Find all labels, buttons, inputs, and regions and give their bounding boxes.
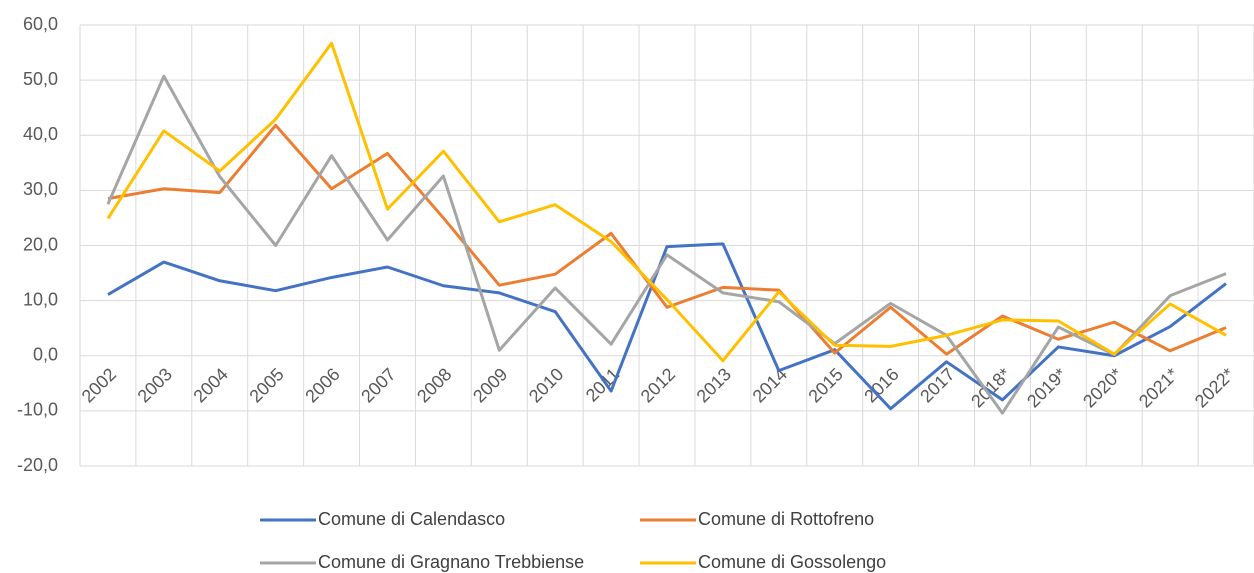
legend-label: Comune di Calendasco [318,509,505,529]
series-line [107,242,1227,411]
legend-label: Comune di Rottofreno [698,509,874,529]
x-tick-label: 2007 [357,364,399,406]
x-tick-label: 2008 [413,364,455,406]
y-tick-label: -10,0 [17,400,58,420]
y-tick-label: 0,0 [33,345,58,365]
x-tick-label: 2002 [78,364,120,406]
x-tick-label: 2009 [469,364,511,406]
series-line [106,74,1227,415]
y-tick-label: -20,0 [17,455,58,475]
x-tick-label: 2013 [693,364,735,406]
series-line [107,123,1227,356]
x-tick-label: 2014 [749,364,791,406]
x-tick-label: 2011 [582,364,624,406]
x-tick-label: 2005 [245,364,287,406]
series-line [106,41,1227,363]
x-tick-label: 2015 [804,364,846,406]
x-tick-label: 2006 [301,364,343,406]
y-tick-label: 10,0 [23,289,58,309]
x-tick-label: 2010 [525,364,567,406]
x-tick-label: 2003 [134,364,176,406]
y-tick-label: 30,0 [23,179,58,199]
x-tick-label: 2004 [189,364,231,406]
legend-label: Comune di Gossolengo [698,552,886,572]
x-tick-label: 2012 [637,364,679,406]
y-tick-label: 60,0 [23,14,58,34]
y-tick-label: 20,0 [23,234,58,254]
y-tick-label: 40,0 [23,124,58,144]
y-tick-label: 50,0 [23,69,58,89]
legend-label: Comune di Gragnano Trebbiense [318,552,584,572]
